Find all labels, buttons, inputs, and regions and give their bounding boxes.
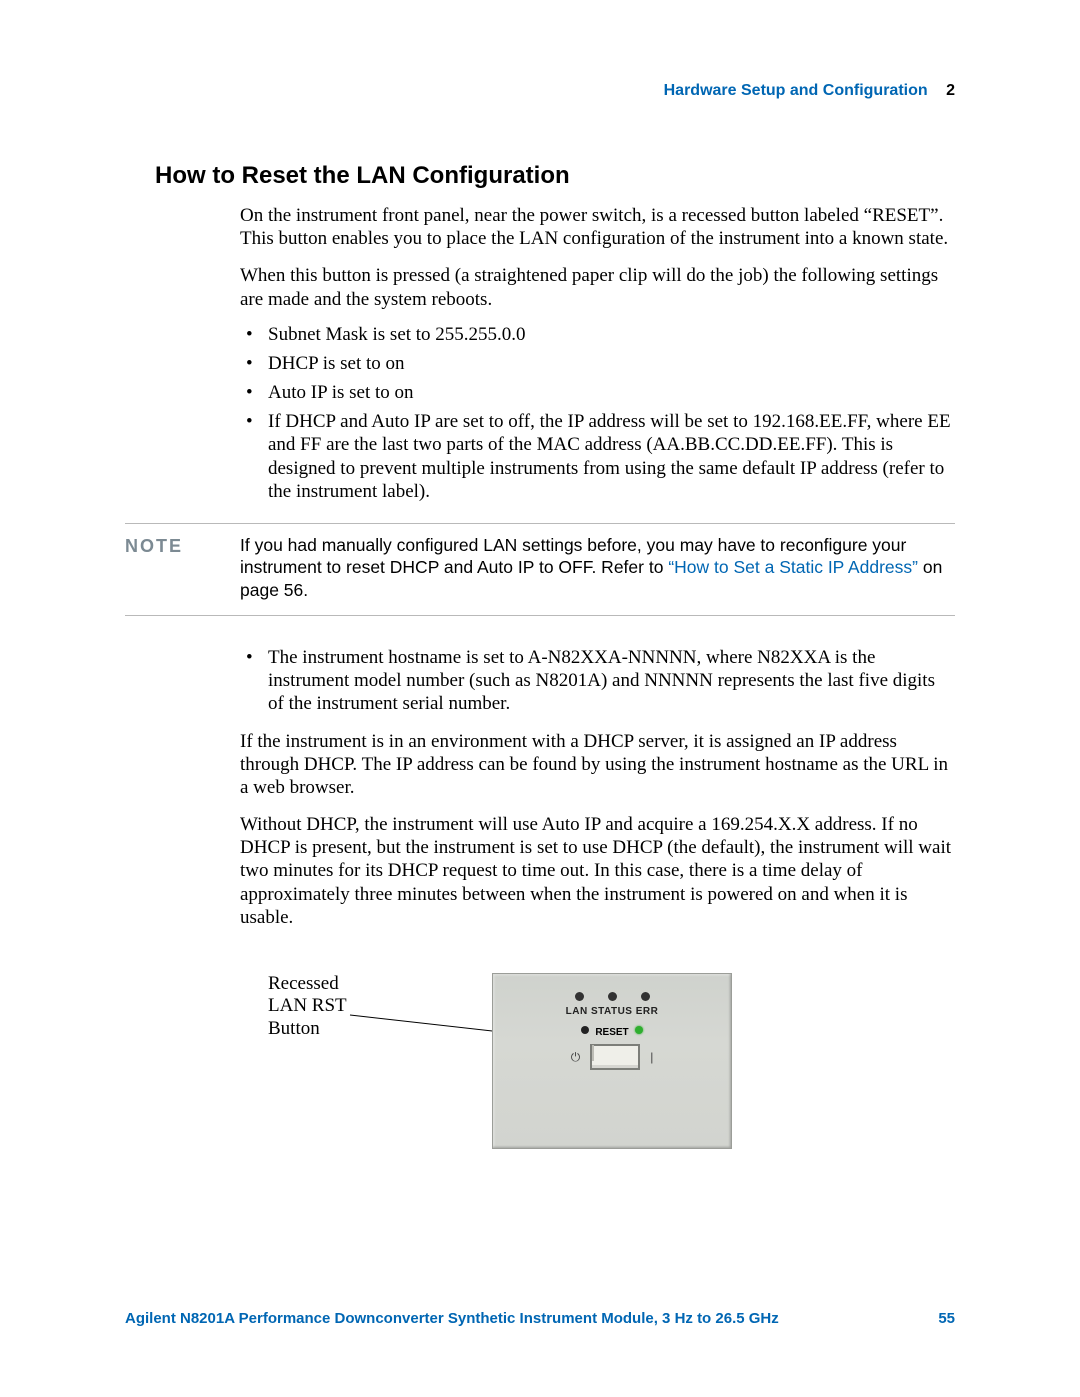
chapter-number: 2 (946, 82, 955, 99)
body-column: The instrument hostname is set to A-N82X… (240, 646, 955, 1193)
list-item: If DHCP and Auto IP are set to off, the … (240, 410, 955, 503)
power-off-icon: ⏻ (571, 1050, 581, 1065)
power-switch-icon (590, 1044, 640, 1070)
list-item: DHCP is set to on (240, 352, 955, 375)
led-icon (608, 992, 617, 1001)
running-head: Hardware Setup and Configuration 2 (125, 82, 955, 100)
note-label: NOTE (125, 534, 240, 601)
reset-hole-icon (581, 1026, 589, 1034)
figure: Recessed LAN RST Button LAN STATUS ERR R… (240, 973, 955, 1193)
bullet-list: The instrument hostname is set to A-N82X… (240, 646, 955, 716)
page-footer: Agilent N8201A Performance Downconverter… (125, 1310, 955, 1327)
note-text: If you had manually configured LAN setti… (240, 534, 955, 601)
page: Hardware Setup and Configuration 2 How t… (0, 0, 1080, 1397)
list-item: Auto IP is set to on (240, 381, 955, 404)
footer-doc-title: Agilent N8201A Performance Downconverter… (125, 1310, 779, 1327)
instrument-panel-illustration: LAN STATUS ERR RESET ⏻ | (492, 973, 732, 1149)
panel-reset-row: RESET (493, 1026, 731, 1039)
footer-page-number: 55 (938, 1310, 955, 1327)
body-paragraph: If the instrument is in an environment w… (240, 730, 955, 800)
bullet-list: Subnet Mask is set to 255.255.0.0 DHCP i… (240, 323, 955, 503)
figure-caption-line: Button (268, 1018, 320, 1039)
panel-leds (493, 992, 731, 1001)
panel-led-label: LAN STATUS ERR (493, 1006, 731, 1018)
list-item: The instrument hostname is set to A-N82X… (240, 646, 955, 716)
body-paragraph: Without DHCP, the instrument will use Au… (240, 813, 955, 929)
panel-power-row: ⏻ | (493, 1044, 731, 1070)
cross-reference-link[interactable]: “How to Set a Static IP Address” (668, 557, 918, 577)
figure-caption-line: LAN RST (268, 995, 347, 1016)
figure-caption-line: Recessed (268, 973, 339, 994)
figure-caption: Recessed LAN RST Button (268, 973, 347, 1040)
power-on-icon: | (650, 1050, 653, 1065)
reset-label: RESET (595, 1027, 628, 1038)
body-paragraph: When this button is pressed (a straighte… (240, 264, 955, 310)
note-block: NOTE If you had manually configured LAN … (125, 523, 955, 616)
led-icon (575, 992, 584, 1001)
status-led-icon (635, 1026, 643, 1034)
body-column: On the instrument front panel, near the … (240, 204, 955, 503)
section-title: How to Reset the LAN Configuration (155, 162, 955, 190)
list-item: Subnet Mask is set to 255.255.0.0 (240, 323, 955, 346)
led-icon (641, 992, 650, 1001)
body-paragraph: On the instrument front panel, near the … (240, 204, 955, 250)
chapter-title: Hardware Setup and Configuration (664, 82, 928, 99)
